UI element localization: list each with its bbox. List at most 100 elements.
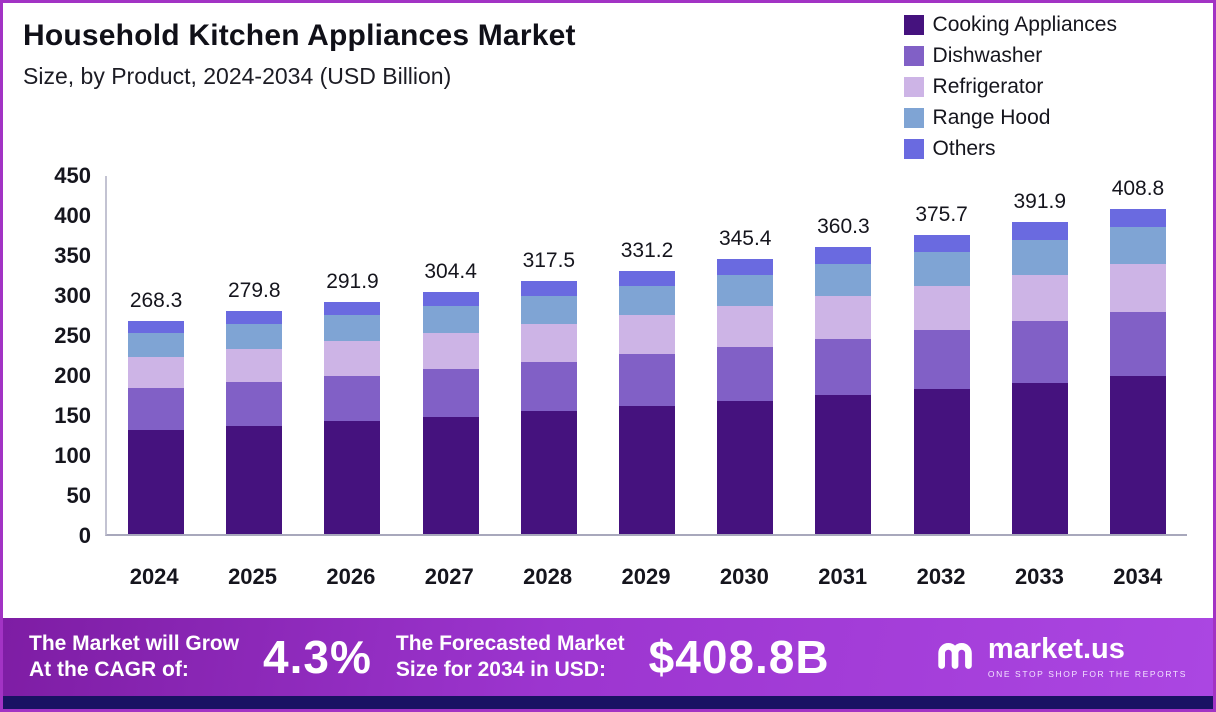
bar-segment: [226, 311, 283, 325]
legend-item: Dishwasher: [903, 44, 1117, 68]
bar-total-label: 360.3: [817, 215, 870, 239]
stacked-bar: [913, 235, 970, 534]
bar-segment: [422, 291, 479, 306]
bar-column: 268.3: [107, 176, 205, 534]
legend-label: Cooking Appliances: [932, 13, 1117, 36]
bar-total-label: 317.5: [522, 249, 576, 273]
bar-segment: [717, 305, 774, 347]
bar-segment: [226, 349, 283, 383]
stacked-bar: [128, 320, 185, 534]
footer-banner: The Market will Grow At the CAGR of: 4.3…: [3, 618, 1213, 696]
stacked-bar: [619, 270, 676, 534]
bar-segment: [717, 400, 774, 534]
y-axis: 450 400 350 300 250 200 150 100 50 0: [23, 164, 105, 548]
x-tick-label: 2029: [621, 564, 671, 589]
bar-total-label: 375.7: [915, 203, 968, 227]
legend-swatch: [903, 46, 924, 66]
legend-label: Refrigerator: [932, 75, 1044, 98]
brand-name: market.us: [987, 633, 1125, 665]
legend-item: Refrigerator: [903, 75, 1117, 99]
bar-column: 291.9: [303, 176, 401, 534]
bar-segment: [913, 252, 970, 286]
bar-segment: [128, 430, 185, 534]
bar-segment: [324, 375, 381, 422]
x-tick-label: 2031: [818, 564, 868, 589]
bar-column: 391.9: [991, 176, 1089, 534]
bar-total-label: 345.4: [718, 227, 772, 251]
bar-segment: [226, 382, 283, 426]
bar-segment: [128, 356, 185, 389]
y-tick-label: 300: [54, 283, 91, 308]
x-tick-label: 2027: [424, 564, 474, 589]
bar-segment: [619, 406, 676, 534]
y-tick-label: 250: [54, 323, 91, 348]
x-tick-label: 2032: [916, 564, 966, 589]
y-tick-label: 450: [54, 163, 91, 188]
x-tick-label: 2030: [719, 564, 769, 589]
cagr-label-line2: At the CAGR of:: [29, 658, 189, 681]
bar-segment: [128, 320, 185, 333]
bar-segment: [717, 346, 774, 401]
bar-segment: [1109, 312, 1166, 377]
brand-text: market.us ONE STOP SHOP FOR THE REPORTS: [987, 633, 1187, 680]
bar-segment: [717, 259, 774, 275]
bar-segment: [815, 263, 872, 297]
bar-segment: [913, 330, 970, 390]
bar-segment: [619, 354, 676, 407]
bar-segment: [520, 295, 577, 325]
y-tick-label: 150: [54, 403, 91, 428]
legend-label: Dishwasher: [932, 44, 1043, 67]
bar-segment: [1011, 321, 1068, 383]
bar-total-label: 291.9: [326, 269, 379, 293]
legend: Cooking Appliances Dishwasher Refrigerator…: [903, 13, 1117, 161]
bar-segment: [717, 274, 774, 306]
bar-segment: [1109, 264, 1166, 313]
bar-total-label: 268.3: [129, 288, 183, 312]
bar-segment: [619, 315, 676, 355]
stacked-bar: [1109, 208, 1166, 534]
stacked-bar: [520, 281, 577, 534]
bar-segment: [913, 285, 970, 331]
bar-segment: [226, 426, 283, 534]
bar-segment: [422, 368, 479, 417]
x-tick-label: 2026: [326, 564, 376, 589]
bar-column: 375.7: [893, 176, 991, 534]
stacked-bar: [324, 301, 381, 534]
x-axis-spacer: [23, 548, 105, 590]
bar-segment: [324, 421, 381, 534]
legend-label: Range Hood: [932, 106, 1051, 129]
bar-segment: [1011, 239, 1068, 276]
legend-item: Range Hood: [903, 106, 1117, 130]
bar-segment: [1011, 382, 1068, 534]
bars: 268.3 279.8 291.9 304.4 317.5 331.2 345.4 360.3…: [107, 176, 1187, 534]
forecast-label-line2: Size for 2034 in USD:: [395, 658, 606, 681]
forecast-label-line1: The Forecasted Market: [395, 631, 625, 655]
x-tick-label: 2034: [1113, 564, 1163, 589]
bar-total-label: 279.8: [228, 279, 281, 303]
x-tick-label: 2024: [129, 564, 179, 589]
bar-segment: [815, 394, 872, 534]
bar-column: 304.4: [402, 176, 500, 534]
x-tick-label: 2025: [228, 564, 278, 589]
bar-segment: [520, 281, 577, 296]
y-tick-label: 400: [54, 203, 91, 228]
bar-segment: [913, 389, 970, 534]
bar-total-label: 391.9: [1013, 190, 1067, 214]
bar-segment: [520, 361, 577, 412]
market-us-logo-icon: [934, 633, 978, 682]
legend-label: Others: [932, 137, 996, 160]
legend-swatch: [903, 77, 924, 97]
stacked-bar: [422, 291, 479, 534]
cagr-label: The Market will Grow At the CAGR of:: [29, 631, 239, 684]
bar-total-label: 408.8: [1111, 176, 1165, 200]
bar-segment: [128, 332, 185, 357]
bar-column: 331.2: [598, 176, 696, 534]
cagr-value: 4.3%: [263, 631, 372, 683]
bar-column: 345.4: [696, 176, 794, 534]
bar-segment: [815, 247, 872, 264]
bar-segment: [619, 270, 676, 286]
bar-segment: [324, 341, 381, 376]
bar-segment: [1109, 227, 1166, 265]
bar-segment: [422, 332, 479, 369]
